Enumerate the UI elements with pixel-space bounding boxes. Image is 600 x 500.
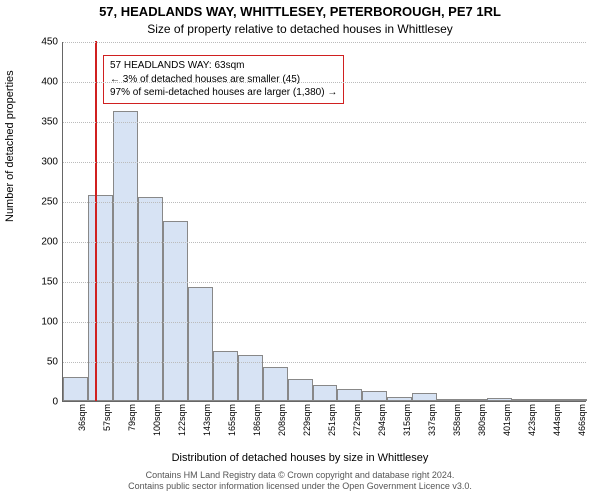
gridline-h (63, 122, 586, 123)
histogram-bar (562, 399, 587, 401)
x-tick-label: 251sqm (327, 404, 337, 436)
x-tick-label: 272sqm (352, 404, 362, 436)
annotation-line-3: 97% of semi-detached houses are larger (… (110, 86, 337, 100)
gridline-h (63, 322, 586, 323)
gridline-h (63, 202, 586, 203)
gridline-h (63, 362, 586, 363)
x-axis-label: Distribution of detached houses by size … (0, 452, 600, 464)
y-tick-label: 0 (36, 397, 58, 408)
gridline-h (63, 162, 586, 163)
histogram-bar (213, 351, 238, 401)
histogram-bar (512, 399, 537, 401)
histogram-bar (263, 367, 288, 401)
x-tick-label: 401sqm (502, 404, 512, 436)
histogram-bar (288, 379, 313, 401)
y-tick-label: 350 (36, 117, 58, 128)
y-axis-label: Number of detached properties (4, 70, 16, 222)
y-tick-label: 50 (36, 357, 58, 368)
x-tick-label: 57sqm (102, 404, 112, 431)
footer-line-1: Contains HM Land Registry data © Crown c… (146, 470, 455, 480)
gridline-h (63, 242, 586, 243)
annotation-box: 57 HEADLANDS WAY: 63sqm ← 3% of detached… (103, 55, 344, 104)
x-tick-label: 143sqm (202, 404, 212, 436)
x-tick-label: 315sqm (402, 404, 412, 436)
histogram-bar (437, 399, 462, 401)
histogram-bar (337, 389, 362, 401)
property-marker-line (95, 41, 97, 401)
gridline-h (63, 42, 586, 43)
x-tick-label: 444sqm (552, 404, 562, 436)
y-tick-label: 150 (36, 277, 58, 288)
chart-plot-area: 57 HEADLANDS WAY: 63sqm ← 3% of detached… (62, 42, 586, 402)
y-tick-label: 400 (36, 77, 58, 88)
histogram-bar (462, 399, 487, 401)
histogram-bar (188, 287, 213, 401)
histogram-bar (88, 195, 113, 401)
x-tick-label: 186sqm (252, 404, 262, 436)
title-sub: Size of property relative to detached ho… (0, 22, 600, 36)
histogram-bar (412, 393, 437, 401)
title-main: 57, HEADLANDS WAY, WHITTLESEY, PETERBORO… (0, 4, 600, 19)
gridline-h (63, 82, 586, 83)
x-tick-label: 380sqm (477, 404, 487, 436)
histogram-bar (163, 221, 188, 401)
y-tick-label: 200 (36, 237, 58, 248)
x-tick-label: 100sqm (152, 404, 162, 436)
histogram-bar (113, 111, 138, 401)
histogram-bar (313, 385, 338, 401)
footer-attribution: Contains HM Land Registry data © Crown c… (0, 470, 600, 493)
y-tick-label: 250 (36, 197, 58, 208)
annotation-line-2: ← 3% of detached houses are smaller (45) (110, 73, 337, 87)
x-tick-label: 337sqm (427, 404, 437, 436)
y-tick-label: 300 (36, 157, 58, 168)
y-tick-label: 100 (36, 317, 58, 328)
x-tick-label: 122sqm (177, 404, 187, 436)
footer-line-2: Contains public sector information licen… (128, 481, 472, 491)
histogram-bar (387, 397, 412, 401)
histogram-bar (487, 398, 512, 401)
histogram-bar (63, 377, 88, 401)
x-tick-label: 294sqm (377, 404, 387, 436)
x-tick-label: 208sqm (277, 404, 287, 436)
histogram-bar (362, 391, 387, 401)
x-tick-label: 79sqm (127, 404, 137, 431)
x-tick-label: 358sqm (452, 404, 462, 436)
x-tick-label: 229sqm (302, 404, 312, 436)
x-tick-label: 423sqm (527, 404, 537, 436)
x-tick-label: 36sqm (77, 404, 87, 431)
gridline-h (63, 282, 586, 283)
x-tick-label: 165sqm (227, 404, 237, 436)
histogram-bar (537, 399, 562, 401)
x-tick-label: 466sqm (577, 404, 587, 436)
histogram-bar (138, 197, 163, 401)
y-tick-label: 450 (36, 37, 58, 48)
annotation-line-1: 57 HEADLANDS WAY: 63sqm (110, 59, 337, 73)
